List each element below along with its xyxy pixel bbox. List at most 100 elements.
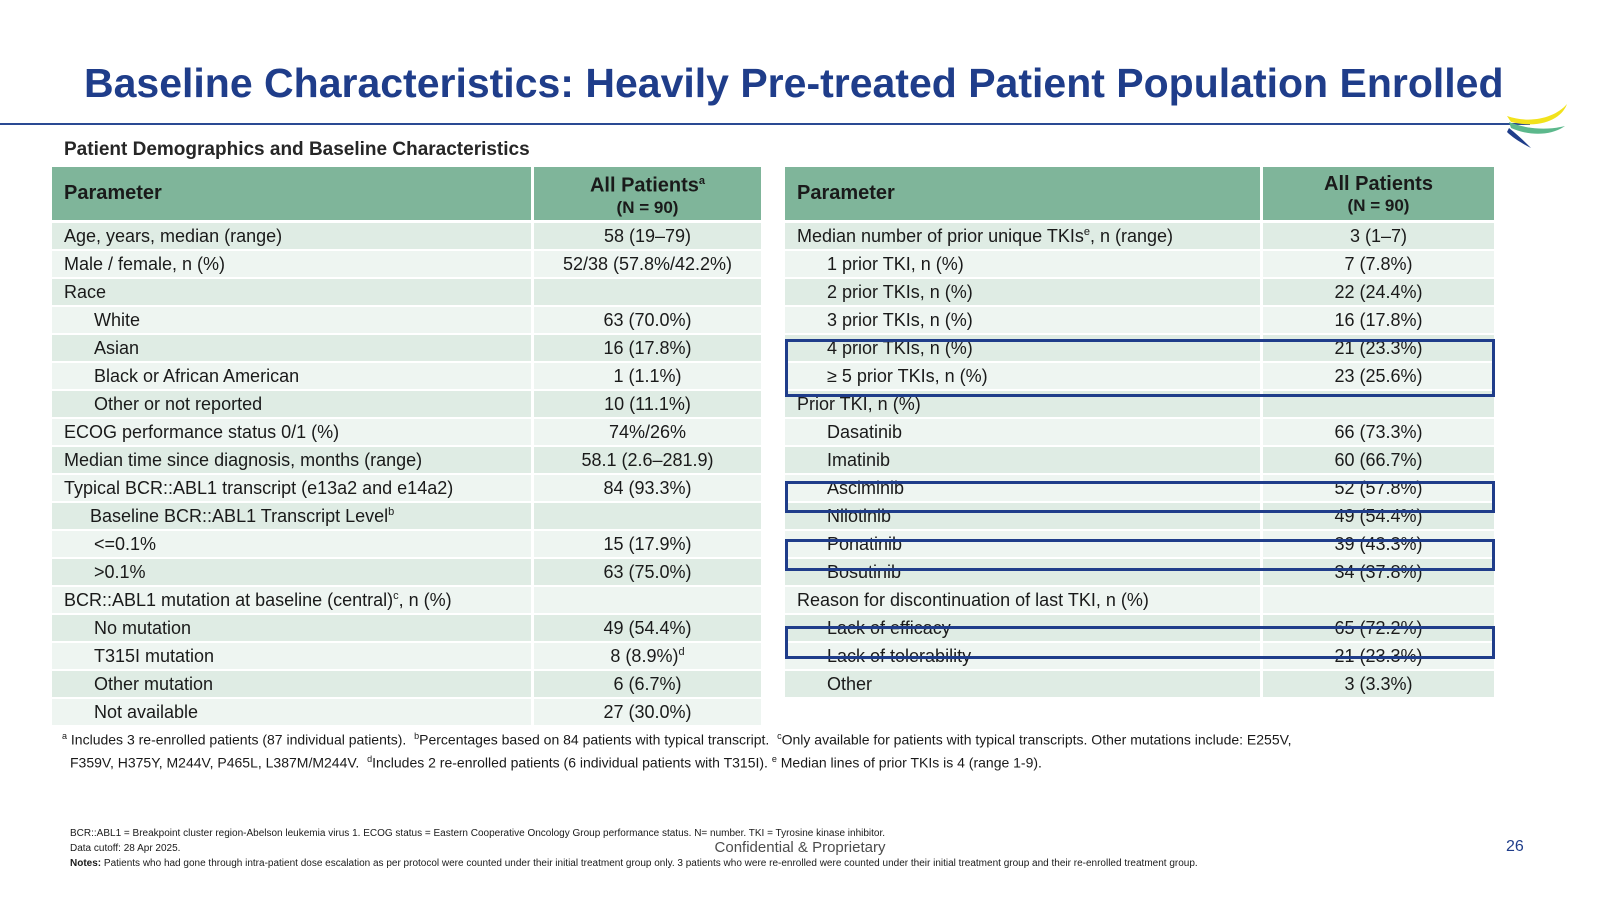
parameter-cell: No mutation — [52, 615, 534, 643]
table-row: Ponatinib 39 (43.3%) — [785, 531, 1497, 559]
table-row: Age, years, median (range) 58 (19–79) — [52, 223, 764, 251]
value-cell: 3 (3.3%) — [1263, 671, 1497, 699]
parameter-cell: Ponatinib — [785, 531, 1263, 559]
table-row: White 63 (70.0%) — [52, 307, 764, 335]
parameter-cell: Other — [785, 671, 1263, 699]
value-cell: 10 (11.1%) — [534, 391, 764, 419]
value-cell — [534, 503, 764, 531]
table-row: Reason for discontinuation of last TKI, … — [785, 587, 1497, 615]
parameter-cell: Typical BCR::ABL1 transcript (e13a2 and … — [52, 475, 534, 503]
parameter-cell: Asciminib — [785, 475, 1263, 503]
highlight-box-lack-of-efficacy — [785, 626, 1495, 659]
parameter-cell: Asian — [52, 335, 534, 363]
table-row: Baseline BCR::ABL1 Transcript Levelb — [52, 503, 764, 531]
footnote-line-1: a Includes 3 re-enrolled patients (87 in… — [62, 731, 1292, 748]
value-cell: 74%/26% — [534, 419, 764, 447]
parameter-cell: Baseline BCR::ABL1 Transcript Levelb — [52, 503, 534, 531]
table-row: Dasatinib 66 (73.3%) — [785, 419, 1497, 447]
abbreviations: BCR::ABL1 = Breakpoint cluster region-Ab… — [70, 828, 886, 839]
table-row: Other or not reported 10 (11.1%) — [52, 391, 764, 419]
notes-line: Notes: Patients who had gone through int… — [70, 858, 1198, 869]
column-header-all-patients: All Patients (N = 90) — [1263, 167, 1497, 223]
table-row: 1 prior TKI, n (%) 7 (7.8%) — [785, 251, 1497, 279]
table-row: BCR::ABL1 mutation at baseline (central)… — [52, 587, 764, 615]
table-section-heading: Patient Demographics and Baseline Charac… — [64, 139, 530, 160]
value-cell: 27 (30.0%) — [534, 699, 764, 727]
table-row: 3 prior TKIs, n (%) 16 (17.8%) — [785, 307, 1497, 335]
table-row: Other mutation 6 (6.7%) — [52, 671, 764, 699]
value-cell: 1 (1.1%) — [534, 363, 764, 391]
value-cell: 15 (17.9%) — [534, 531, 764, 559]
table-row: No mutation 49 (54.4%) — [52, 615, 764, 643]
parameter-cell: Median time since diagnosis, months (ran… — [52, 447, 534, 475]
parameter-cell: Bosutinib — [785, 559, 1263, 587]
parameter-cell: Race — [52, 279, 534, 307]
table-row: ECOG performance status 0/1 (%) 74%/26% — [52, 419, 764, 447]
table-row: <=0.1% 15 (17.9%) — [52, 531, 764, 559]
table-row: Median time since diagnosis, months (ran… — [52, 447, 764, 475]
value-cell: 65 (72.2%) — [1263, 615, 1497, 643]
table-footnotes: a Includes 3 re-enrolled patients (87 in… — [62, 727, 1442, 772]
value-cell: 63 (70.0%) — [534, 307, 764, 335]
table-row: 2 prior TKIs, n (%) 22 (24.4%) — [785, 279, 1497, 307]
value-cell: 49 (54.4%) — [534, 615, 764, 643]
table-row: Asian 16 (17.8%) — [52, 335, 764, 363]
parameter-cell: <=0.1% — [52, 531, 534, 559]
value-cell: 58 (19–79) — [534, 223, 764, 251]
parameter-cell: Dasatinib — [785, 419, 1263, 447]
parameter-cell: 3 prior TKIs, n (%) — [785, 307, 1263, 335]
table-row: >0.1% 63 (75.0%) — [52, 559, 764, 587]
value-cell: 16 (17.8%) — [534, 335, 764, 363]
value-cell: 6 (6.7%) — [534, 671, 764, 699]
value-cell: 63 (75.0%) — [534, 559, 764, 587]
parameter-cell: Black or African American — [52, 363, 534, 391]
highlight-box-4-plus-prior-tkis — [785, 339, 1495, 397]
table-row: Typical BCR::ABL1 transcript (e13a2 and … — [52, 475, 764, 503]
table-row: ≥ 5 prior TKIs, n (%) 23 (25.6%) — [785, 363, 1497, 391]
parameter-cell: Other or not reported — [52, 391, 534, 419]
parameter-cell: Imatinib — [785, 447, 1263, 475]
parameter-cell: ECOG performance status 0/1 (%) — [52, 419, 534, 447]
value-cell: 66 (73.3%) — [1263, 419, 1497, 447]
parameter-cell: 1 prior TKI, n (%) — [785, 251, 1263, 279]
footnote-line-2: F359V, H375Y, M244V, P465L, L387M/M244V.… — [70, 753, 1042, 771]
data-cutoff: Data cutoff: 28 Apr 2025. — [70, 843, 181, 854]
table-row: Black or African American 1 (1.1%) — [52, 363, 764, 391]
parameter-cell: White — [52, 307, 534, 335]
value-cell — [534, 279, 764, 307]
value-cell: 3 (1–7) — [1263, 223, 1497, 251]
table-row: Race — [52, 279, 764, 307]
value-cell — [1263, 587, 1497, 615]
column-header-parameter: Parameter — [52, 167, 534, 223]
highlight-box-ponatinib — [785, 539, 1495, 571]
value-cell: 7 (7.8%) — [1263, 251, 1497, 279]
table-row: Male / female, n (%) 52/38 (57.8%/42.2%) — [52, 251, 764, 279]
value-cell: 22 (24.4%) — [1263, 279, 1497, 307]
table-row: Bosutinib 34 (37.8%) — [785, 559, 1497, 587]
value-cell: 58.1 (2.6–281.9) — [534, 447, 764, 475]
value-cell: 60 (66.7%) — [1263, 447, 1497, 475]
value-cell: 8 (8.9%)d — [534, 643, 764, 671]
table-row: Imatinib 60 (66.7%) — [785, 447, 1497, 475]
value-cell: 39 (43.3%) — [1263, 531, 1497, 559]
highlight-box-asciminib — [785, 481, 1495, 513]
parameter-cell: Other mutation — [52, 671, 534, 699]
parameter-cell: Male / female, n (%) — [52, 251, 534, 279]
confidential-label: Confidential & Proprietary — [714, 839, 886, 856]
table-row: Not available 27 (30.0%) — [52, 699, 764, 727]
value-cell: 84 (93.3%) — [534, 475, 764, 503]
parameter-cell: Not available — [52, 699, 534, 727]
table-row: Other 3 (3.3%) — [785, 671, 1497, 699]
parameter-cell: >0.1% — [52, 559, 534, 587]
prior-therapy-table: Parameter All Patients (N = 90) Median n… — [785, 167, 1497, 699]
parameter-cell: Age, years, median (range) — [52, 223, 534, 251]
parameter-cell: ≥ 5 prior TKIs, n (%) — [785, 363, 1263, 391]
parameter-cell: 2 prior TKIs, n (%) — [785, 279, 1263, 307]
parameter-cell: Reason for discontinuation of last TKI, … — [785, 587, 1263, 615]
table-row: T315I mutation 8 (8.9%)d — [52, 643, 764, 671]
parameter-cell: T315I mutation — [52, 643, 534, 671]
value-cell: 16 (17.8%) — [1263, 307, 1497, 335]
column-header-parameter: Parameter — [785, 167, 1263, 223]
table-row: Asciminib 52 (57.8%) — [785, 475, 1497, 503]
parameter-cell: BCR::ABL1 mutation at baseline (central)… — [52, 587, 534, 615]
